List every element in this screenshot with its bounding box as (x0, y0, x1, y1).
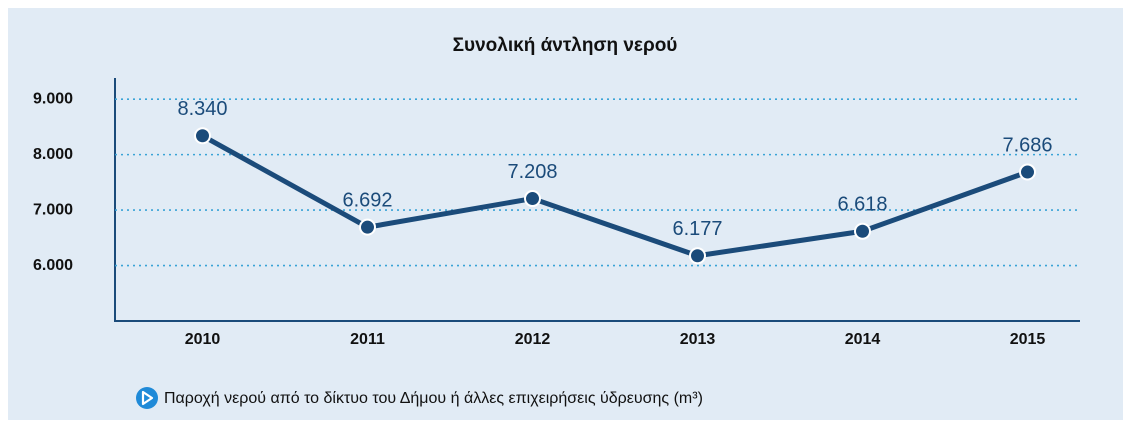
legend-icon (136, 387, 158, 409)
y-tick-label: 6.000 (33, 257, 73, 274)
x-tick-label: 2012 (515, 331, 551, 348)
point (1019, 163, 1036, 181)
point (194, 127, 211, 145)
chart-title: Συνολική άντληση νερού (453, 35, 678, 56)
y-tick-label: 8.000 (33, 146, 73, 163)
legend-label: Παροχή νερού από το δίκτυο του Δήμου ή ά… (164, 390, 703, 407)
x-tick-label: 2011 (350, 331, 385, 348)
point (524, 190, 541, 208)
line (201, 133, 1029, 259)
data-label: 6.177 (672, 218, 722, 240)
x-tick-label: 2014 (845, 331, 881, 348)
panel (8, 8, 1123, 420)
data-label: 8.340 (177, 98, 227, 120)
legend-icon-arrow (141, 390, 154, 406)
y-tick-label: 7.000 (33, 201, 73, 218)
data-label: 7.686 (1002, 134, 1052, 156)
data-label: 6.618 (837, 194, 887, 216)
x-tick-label: 2010 (185, 331, 221, 348)
y-tick-label: 9.000 (33, 90, 73, 107)
data-label: 6.692 (342, 189, 392, 211)
point (854, 222, 871, 240)
point (359, 218, 376, 236)
point (689, 247, 706, 265)
x-tick-label: 2015 (1010, 331, 1046, 348)
x-tick-label: 2013 (680, 331, 716, 348)
data-label: 7.208 (507, 161, 557, 183)
